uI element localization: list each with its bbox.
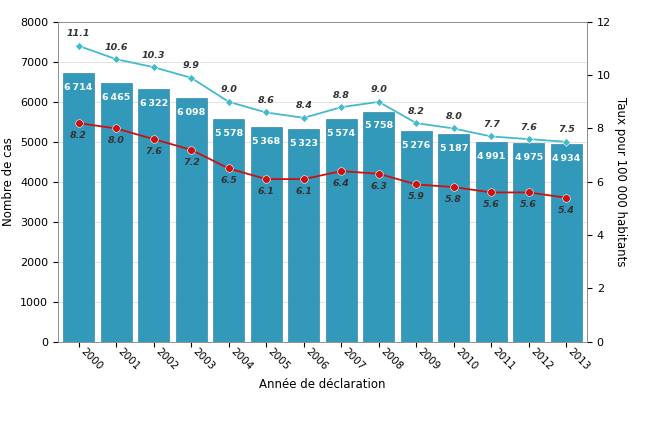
Text: 8.8: 8.8: [333, 91, 350, 100]
Text: 6.1: 6.1: [295, 187, 312, 196]
Bar: [513, 143, 544, 342]
Y-axis label: Nombre de cas: Nombre de cas: [2, 138, 15, 226]
Text: 6.4: 6.4: [333, 179, 350, 188]
Bar: [101, 83, 132, 342]
Text: 7.2: 7.2: [183, 158, 200, 167]
Text: 6 714: 6 714: [64, 83, 93, 92]
Bar: [288, 129, 319, 342]
Text: 5 276: 5 276: [402, 141, 430, 150]
Text: 5.6: 5.6: [483, 201, 500, 209]
Text: 8.4: 8.4: [295, 101, 312, 110]
Bar: [63, 73, 94, 342]
Text: 8.2: 8.2: [408, 107, 424, 116]
Text: 5.8: 5.8: [445, 195, 462, 204]
Text: 6.5: 6.5: [221, 177, 237, 185]
X-axis label: Année de déclaration: Année de déclaration: [259, 378, 386, 391]
Bar: [138, 89, 169, 342]
Text: 5.4: 5.4: [558, 206, 575, 215]
Bar: [363, 112, 394, 342]
Text: 8.0: 8.0: [108, 137, 124, 145]
Text: 7.7: 7.7: [483, 120, 500, 129]
Bar: [176, 98, 206, 342]
Text: 8.2: 8.2: [70, 131, 87, 140]
Text: 5 758: 5 758: [364, 121, 393, 131]
Text: 5.6: 5.6: [521, 201, 537, 209]
Text: 7.5: 7.5: [558, 125, 575, 134]
Text: 9.0: 9.0: [370, 85, 387, 94]
Y-axis label: Taux pour 100 000 habitants: Taux pour 100 000 habitants: [615, 97, 628, 266]
Text: 8.6: 8.6: [258, 96, 275, 105]
Text: 5 323: 5 323: [290, 139, 318, 148]
Text: 6 465: 6 465: [102, 93, 130, 102]
Text: 5 187: 5 187: [440, 144, 468, 153]
Text: 5.9: 5.9: [408, 192, 424, 201]
Text: 7.6: 7.6: [521, 123, 537, 132]
Text: 4 991: 4 991: [477, 152, 506, 161]
Text: 9.9: 9.9: [183, 61, 200, 71]
Bar: [326, 119, 357, 342]
Text: 6 322: 6 322: [139, 99, 168, 108]
Bar: [401, 131, 432, 342]
Text: 8.0: 8.0: [445, 112, 462, 121]
Text: 5 368: 5 368: [252, 137, 281, 146]
Text: 11.1: 11.1: [67, 29, 90, 39]
Text: 6 098: 6 098: [177, 108, 205, 117]
Bar: [213, 119, 244, 342]
Bar: [551, 145, 582, 342]
Text: 10.3: 10.3: [142, 51, 166, 60]
Bar: [439, 134, 469, 342]
Bar: [476, 142, 507, 342]
Text: 10.6: 10.6: [104, 43, 128, 52]
Text: 4 975: 4 975: [515, 153, 543, 162]
Text: 5 574: 5 574: [327, 129, 355, 138]
Text: 4 934: 4 934: [552, 155, 580, 163]
Text: 7.6: 7.6: [145, 147, 162, 156]
Bar: [251, 127, 282, 342]
Text: 5 578: 5 578: [215, 129, 243, 138]
Text: 6.1: 6.1: [258, 187, 275, 196]
Text: 9.0: 9.0: [221, 85, 237, 94]
Text: 6.3: 6.3: [370, 182, 387, 191]
